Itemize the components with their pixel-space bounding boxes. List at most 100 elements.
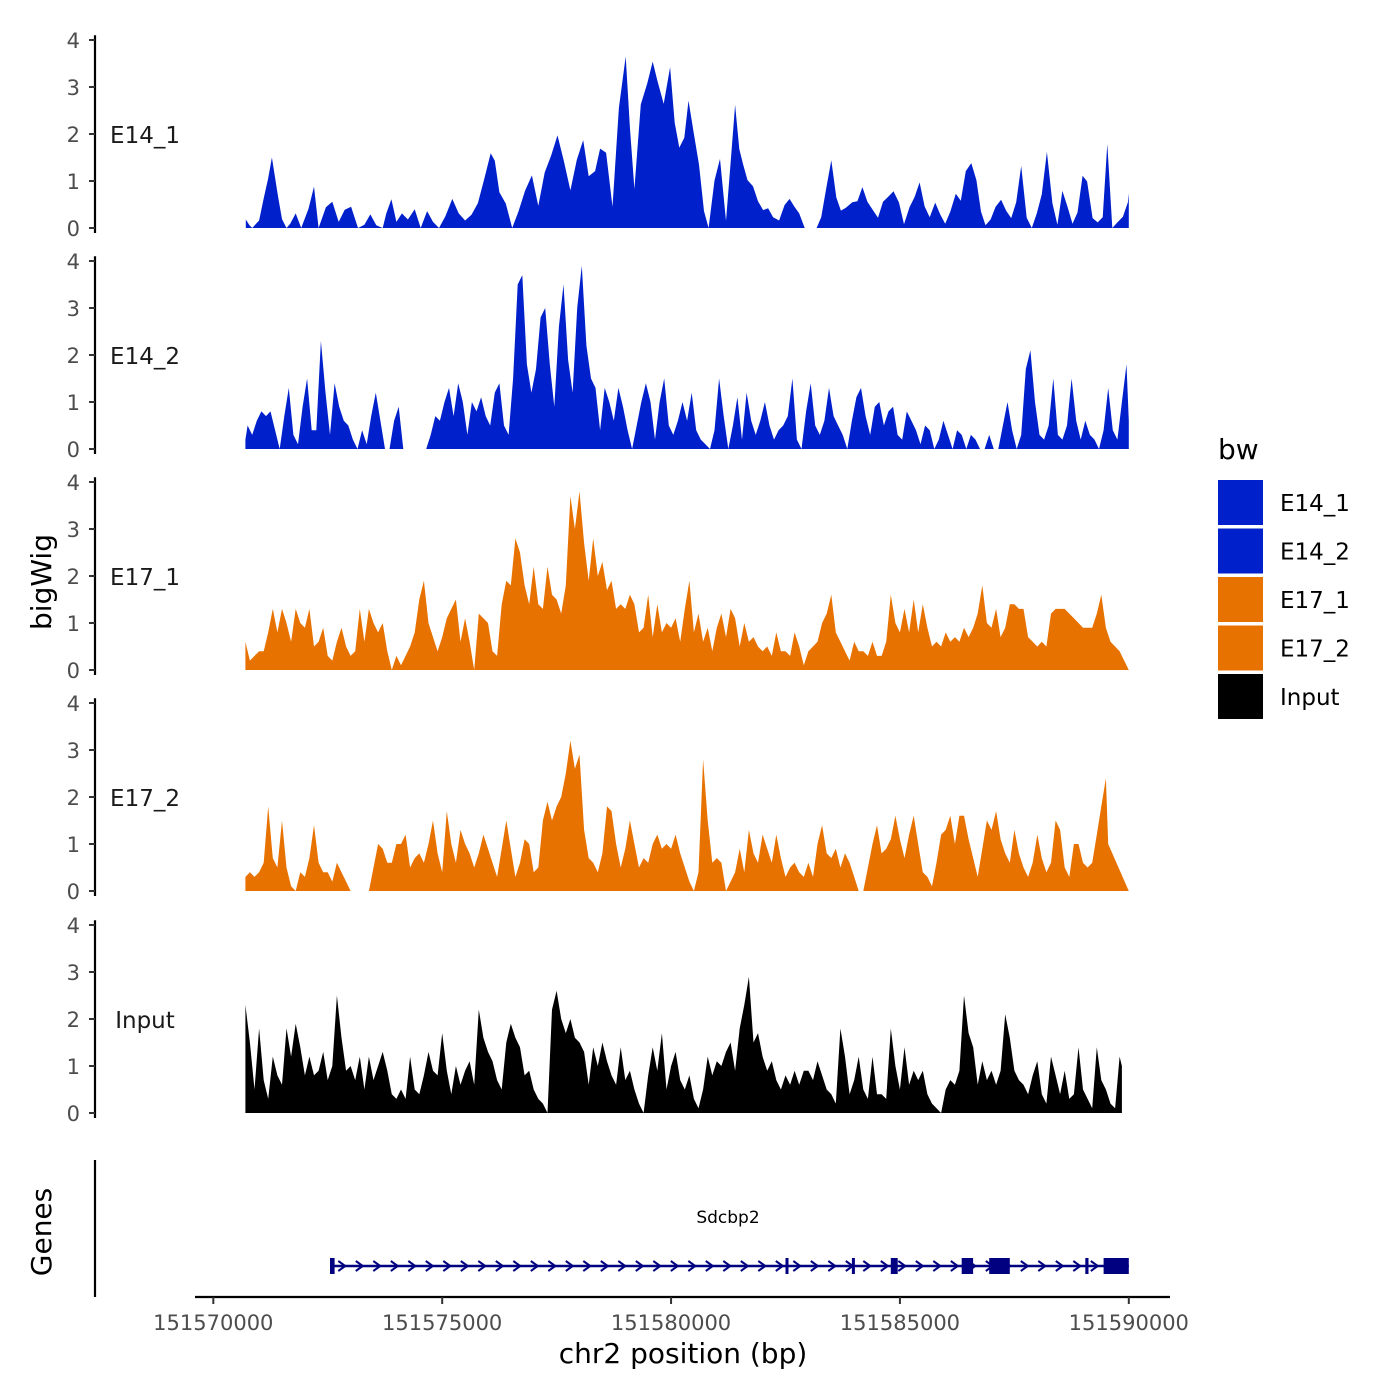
y-tick-label: 4 [67,692,80,716]
legend-label: E17_2 [1280,637,1350,663]
strand-arrow [337,1260,348,1272]
strand-arrow [880,1260,890,1272]
strand-arrow [652,1260,663,1272]
exon [330,1258,335,1274]
legend-label: Input [1280,685,1340,711]
x-tick-label: 151585000 [840,1311,960,1335]
track-e17-1: 0 1 2 3 4 E17_1 [67,471,1129,683]
strand-arrow [670,1260,680,1272]
exon [1085,1258,1089,1274]
y-tick-label: 3 [67,297,80,321]
y-tick-label: 0 [67,880,80,904]
strand-arrow [390,1260,400,1272]
strand-arrow [425,1260,435,1272]
x-tick-label: 151590000 [1069,1311,1189,1335]
y-tick-label: 2 [67,786,80,810]
y-tick-label: 0 [67,1102,80,1126]
legend-title: bw [1218,433,1259,466]
strand-arrow [635,1260,645,1272]
strand-arrow [407,1260,418,1272]
strand-arrow [932,1260,943,1272]
strand-arrow [460,1260,470,1272]
strand-arrow [897,1260,908,1272]
y-tick-label: 1 [67,1055,80,1079]
track-e14-1: 0 1 2 3 4 E14_1 [67,29,1129,241]
y-tick-label: 1 [67,612,80,636]
legend-swatch [1218,577,1263,622]
exon [1103,1258,1129,1274]
y-tick-label: 1 [67,391,80,415]
strand-arrow [722,1260,733,1272]
exon [961,1258,974,1274]
exon [890,1258,898,1274]
y-tick-label: 0 [67,217,80,241]
strand-arrow [355,1260,365,1272]
exon [989,1258,1010,1274]
track-label: E17_1 [110,565,180,591]
track-input: 0 1 2 3 4 Input [67,914,1122,1126]
strand-arrow [1090,1260,1100,1272]
y-tick-label: 4 [67,471,80,495]
area-series [245,976,1122,1113]
y-tick-label: 3 [67,518,80,542]
strand-arrow [862,1260,873,1272]
y-tick-label: 4 [67,914,80,938]
genes-axis-title: Genes [25,1188,58,1276]
area-series [245,265,1129,449]
y-tick-label: 0 [67,659,80,683]
strand-arrow [547,1260,558,1272]
legend-swatch [1218,625,1263,671]
y-tick-label: 2 [67,565,80,589]
y-tick-label: 3 [67,961,80,985]
strand-arrow [600,1260,610,1272]
gene-panel: Sdcbp2 [93,1160,1129,1297]
strand-arrow [565,1260,575,1272]
track-panels: 0 1 2 3 4 E14_1 0 1 2 3 4 E14_2 0 1 2 3 4 E17_1 0 1 2 3 4 E17_2… [67,29,1129,1126]
x-tick-label: 151575000 [382,1311,502,1335]
strand-arrow [827,1260,838,1272]
strand-arrow [372,1260,383,1272]
gene-name-label: Sdcbp2 [696,1208,759,1228]
strand-arrow [1020,1260,1030,1272]
strand-arrow [582,1260,593,1272]
exon [785,1258,789,1274]
strand-arrow [705,1260,715,1272]
y-tick-label: 1 [67,833,80,857]
strand-arrow [687,1260,698,1272]
y-tick-label: 4 [67,250,80,274]
y-tick-label: 2 [67,123,80,147]
exon [851,1258,855,1274]
strand-arrow [617,1260,628,1272]
track-e17-2: 0 1 2 3 4 E17_2 [67,692,1129,904]
strand-arrow [442,1260,453,1272]
y-tick-label: 3 [67,76,80,100]
strand-arrow [1072,1260,1083,1272]
y-tick-label: 2 [67,1008,80,1032]
track-label: E14_2 [110,344,180,370]
x-tick-label: 151570000 [153,1311,273,1335]
track-label: E17_2 [110,786,180,812]
y-tick-label: 2 [67,344,80,368]
strand-arrow [477,1260,488,1272]
legend-label: E17_1 [1280,588,1350,614]
strand-arrow [915,1260,925,1272]
legend-swatch [1218,528,1263,574]
legend-swatch [1218,480,1263,525]
area-series [245,491,1129,670]
strand-arrow [950,1260,960,1272]
strand-arrow [792,1260,803,1272]
track-e14-2: 0 1 2 3 4 E14_2 [67,250,1129,462]
legend-label: E14_2 [1280,540,1350,566]
legend: bw E14_1 E14_2 E17_1 E17_2 Input [1218,433,1350,719]
y-axis-title: bigWig [25,534,58,630]
x-axis-title: chr2 position (bp) [559,1337,808,1370]
area-series [245,740,1129,891]
track-label: E14_1 [110,123,180,149]
x-tick-label: 151580000 [611,1311,731,1335]
strand-arrow [757,1260,768,1272]
y-tick-label: 3 [67,739,80,763]
strand-arrow [740,1260,750,1272]
area-series [245,56,1129,228]
y-tick-label: 1 [67,170,80,194]
